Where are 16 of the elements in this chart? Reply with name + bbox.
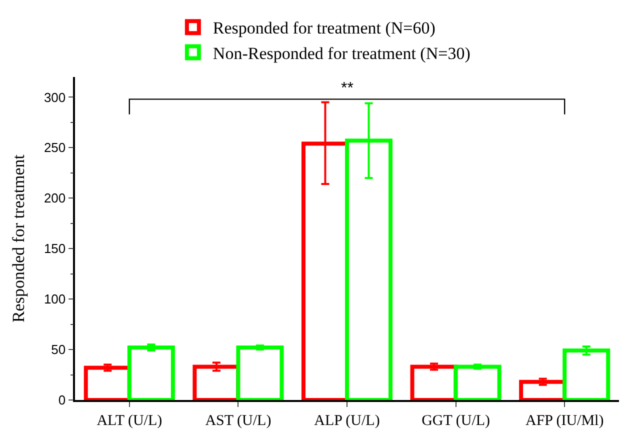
y-tick-label: 300: [44, 90, 66, 105]
y-tick-label: 100: [44, 292, 66, 307]
x-tick-label: ALP (U/L): [314, 412, 380, 429]
y-tick-label: 250: [44, 140, 66, 156]
x-tick-label: GGT (U/L): [422, 412, 490, 429]
annotation: **: [341, 80, 354, 97]
y-tick-label: 200: [44, 190, 66, 206]
legend-label: Responded for treatment (N=60): [212, 18, 436, 38]
legend-label: Non-Responded for treatment (N=30): [212, 44, 470, 63]
y-tick-label: 50: [51, 342, 66, 358]
y-axis-title: Responded for treatment: [8, 154, 28, 323]
x-tick-label: AST (U/L): [205, 412, 272, 429]
y-tick-label: 150: [44, 241, 66, 256]
x-tick-label: ALT (U/L): [96, 412, 162, 429]
y-tick-label: 0: [58, 392, 66, 408]
x-tick-label: AFP (IU/Ml): [526, 412, 604, 429]
